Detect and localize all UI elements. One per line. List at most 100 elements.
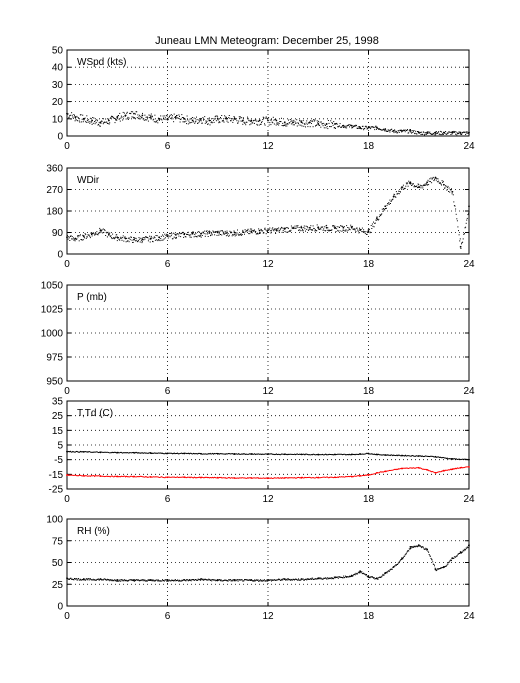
data-point	[265, 580, 267, 582]
data-point	[366, 233, 367, 235]
data-point	[310, 120, 312, 121]
data-point	[387, 570, 389, 572]
data-point	[450, 134, 452, 135]
data-point	[286, 227, 288, 229]
data-point	[345, 576, 347, 577]
data-point	[103, 578, 105, 580]
data-point	[146, 237, 148, 238]
data-point	[184, 579, 186, 581]
data-point	[133, 237, 135, 239]
data-point	[363, 229, 365, 231]
data-point	[350, 475, 353, 478]
data-point	[300, 120, 302, 122]
data-point	[387, 129, 389, 131]
data-point	[77, 236, 79, 238]
data-point	[264, 228, 265, 230]
data-point	[458, 553, 459, 555]
data-point	[395, 191, 397, 193]
data-point	[199, 234, 201, 236]
data-point	[415, 130, 417, 132]
data-point	[201, 235, 203, 236]
data-point	[254, 231, 256, 233]
data-point	[276, 123, 278, 125]
data-point	[231, 232, 233, 234]
data-point	[383, 209, 385, 211]
data-point	[455, 133, 457, 135]
data-point	[173, 232, 175, 234]
data-point	[463, 131, 465, 133]
data-point	[317, 578, 319, 580]
series-wspd-kts-0	[66, 111, 470, 136]
data-point	[71, 112, 73, 114]
data-point	[322, 578, 323, 580]
data-point	[80, 239, 82, 240]
data-point	[243, 121, 245, 123]
data-point	[79, 235, 81, 237]
data-point	[315, 230, 317, 232]
data-point	[360, 571, 362, 572]
data-point	[181, 580, 183, 582]
data-point	[210, 234, 212, 236]
data-point	[293, 119, 295, 121]
data-point	[416, 185, 418, 187]
data-point	[307, 578, 309, 580]
data-point	[99, 451, 102, 454]
data-point	[361, 125, 363, 127]
data-point	[371, 223, 373, 225]
data-point	[177, 233, 179, 235]
data-point	[129, 579, 131, 581]
data-point	[115, 119, 117, 121]
data-point	[373, 226, 375, 228]
data-point	[262, 580, 264, 582]
data-point	[410, 182, 412, 184]
data-point	[84, 233, 86, 235]
data-point	[215, 115, 217, 117]
data-point	[272, 579, 274, 581]
data-point	[360, 572, 362, 574]
data-point	[282, 578, 284, 580]
data-point	[193, 579, 195, 581]
y-tick-label: 100	[46, 515, 63, 526]
data-point	[288, 230, 290, 232]
data-point	[386, 130, 388, 132]
data-point	[463, 548, 465, 550]
data-point	[437, 178, 439, 180]
data-point	[336, 228, 338, 230]
data-point	[468, 133, 470, 135]
panel-label-wdir: WDir	[77, 175, 100, 186]
data-point	[387, 571, 389, 573]
data-point	[305, 578, 307, 580]
data-point	[408, 130, 410, 132]
data-point	[201, 122, 203, 124]
data-point	[439, 568, 441, 569]
data-point	[88, 234, 90, 236]
data-point	[438, 568, 440, 570]
data-point	[404, 187, 406, 189]
data-point	[329, 577, 331, 579]
data-point	[402, 129, 404, 131]
data-point	[96, 578, 98, 580]
data-point	[102, 228, 104, 230]
data-point	[440, 567, 442, 569]
data-point	[188, 579, 190, 580]
data-point	[95, 579, 97, 581]
data-point	[247, 229, 248, 231]
data-point	[160, 580, 162, 582]
data-point	[465, 548, 467, 550]
data-point	[283, 578, 285, 580]
data-point	[320, 126, 322, 128]
data-point	[245, 231, 247, 233]
data-point	[173, 121, 175, 123]
data-point	[272, 580, 274, 581]
data-point	[342, 225, 343, 227]
data-point	[452, 132, 454, 134]
data-point	[150, 579, 152, 581]
data-point	[453, 556, 455, 558]
data-point	[96, 120, 98, 122]
data-point	[275, 118, 277, 120]
data-point	[157, 580, 159, 582]
data-point	[170, 233, 172, 234]
data-point	[191, 121, 193, 123]
data-point	[66, 474, 68, 476]
data-point	[204, 235, 206, 237]
